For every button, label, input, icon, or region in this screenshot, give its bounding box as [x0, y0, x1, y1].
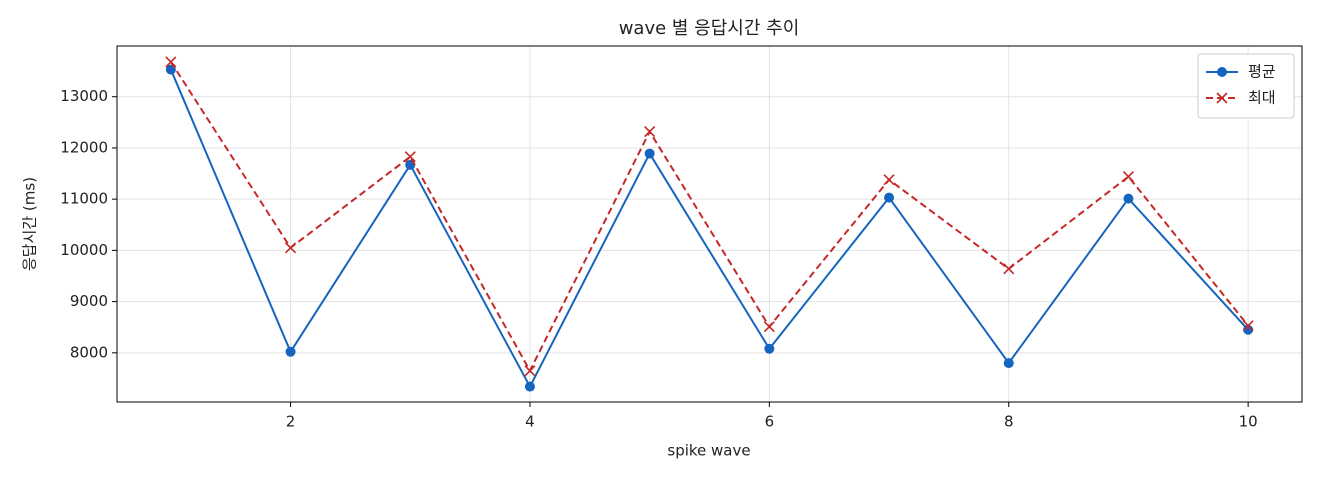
x-tick-label: 8: [1004, 413, 1014, 431]
marker: [1242, 320, 1254, 332]
marker: [884, 192, 895, 203]
marker: [524, 365, 536, 377]
plot-frame: [116, 45, 1303, 403]
series-line: [169, 69, 1249, 389]
x-tick-label: 2: [286, 413, 296, 431]
marker: [764, 343, 775, 354]
marker: [1003, 358, 1014, 369]
y-tick-label: 8000: [70, 343, 108, 361]
marker: [644, 125, 656, 138]
legend-marker: [1216, 92, 1228, 104]
marker: [404, 151, 416, 163]
y-axis-label: 응답시간 (ms): [21, 177, 39, 271]
legend-label: 최대: [1248, 89, 1276, 107]
y-tick-label: 11000: [60, 190, 108, 208]
marker: [763, 321, 775, 333]
marker: [524, 381, 535, 392]
x-tick-label: 4: [525, 413, 535, 431]
marker: [1122, 171, 1135, 183]
chart-title: wave 별 응답시간 추이: [619, 18, 800, 39]
x-tick-label: 6: [765, 413, 775, 431]
y-tick-label: 10000: [60, 241, 108, 259]
x-tick-label: 10: [1239, 413, 1258, 431]
y-tick-label: 13000: [60, 87, 108, 105]
marker: [644, 148, 655, 159]
marker: [285, 346, 296, 357]
marker: [1003, 263, 1015, 275]
marker: [165, 56, 177, 68]
marker: [883, 174, 895, 186]
marker: [1123, 193, 1134, 204]
legend-marker: [1217, 67, 1227, 77]
legend-box: [1197, 53, 1295, 119]
marker: [284, 242, 297, 254]
x-axis-label: spike wave: [667, 442, 750, 460]
y-tick-label: 9000: [70, 292, 108, 310]
legend-label: 평균: [1248, 63, 1276, 81]
y-tick-label: 12000: [60, 138, 108, 156]
